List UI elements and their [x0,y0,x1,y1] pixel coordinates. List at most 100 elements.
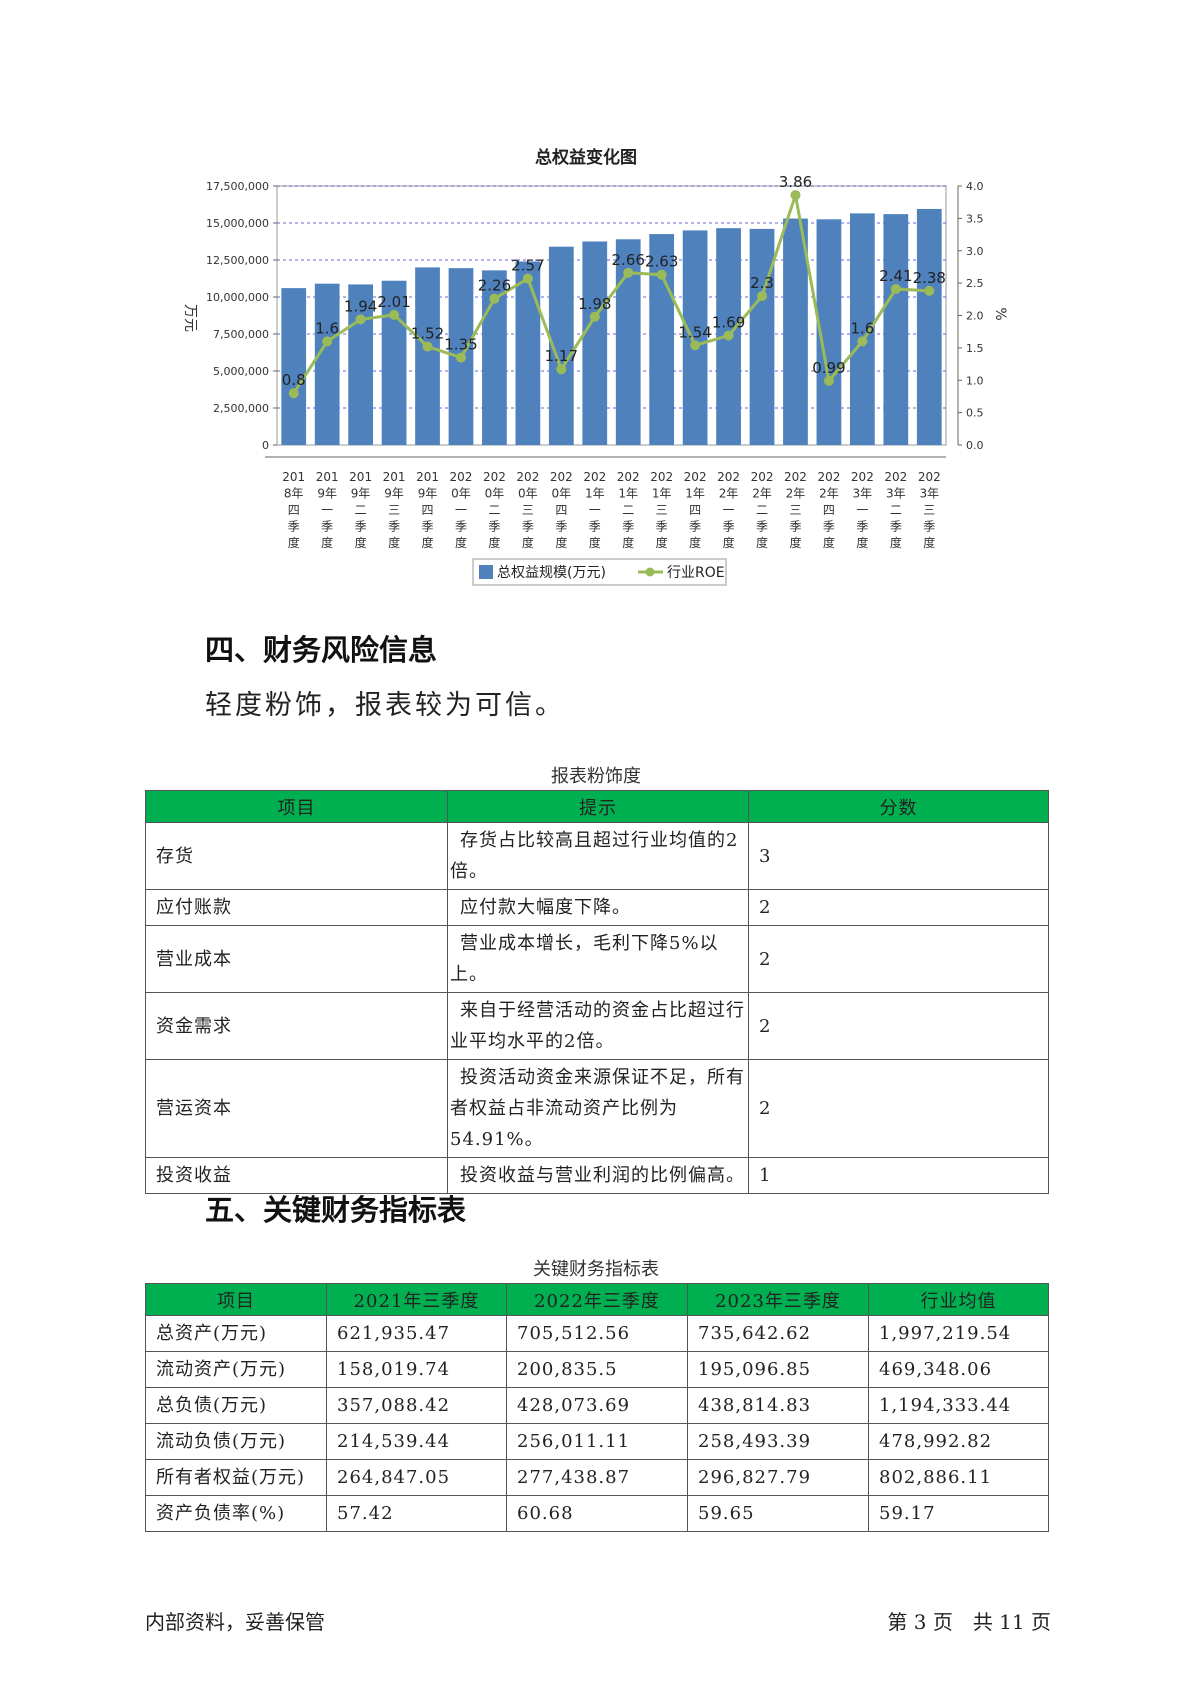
equity-bar [649,234,675,445]
equity-bar [749,228,775,445]
risk-hint: 应付款大幅度下降。 [447,889,749,926]
equity-bar [582,241,608,445]
roe-point [690,340,701,351]
x-tick-label: 202 2年三季度 [784,470,807,550]
equity-bar [883,214,909,445]
risk-hint: 存货占比较高且超过行业均值的2倍。 [447,822,749,890]
x-tick-label: 202 3年一季度 [851,470,874,550]
roe-point [589,311,600,322]
risk-score: 2 [748,1059,1049,1158]
key-indicators-header: 项目 2021年三季度 2022年三季度 2023年三季度 行业均值 [145,1283,1049,1316]
table-cell: 256,011.11 [506,1423,688,1460]
x-tick-label: 202 0年四季度 [550,470,573,550]
roe-point [656,269,667,280]
footer-confidential: 内部资料，妥善保管 [145,1610,325,1634]
x-tick-label: 201 9年四季度 [416,470,439,550]
risk-item: 投资收益 [145,1157,448,1194]
table-row: 总负债(万元) 357,088.42 428,073.69 438,814.83… [145,1387,1049,1424]
footer-page-number: 第 3 页 共 11 页 [887,1610,1051,1634]
table-cell: 59.17 [868,1495,1049,1532]
table-row: 存货 存货占比较高且超过行业均值的2倍。 3 [145,822,1049,890]
roe-data-label: 1.98 [578,295,611,313]
plot-frame [276,185,947,446]
section4-heading: 四、财务风险信息 [205,633,438,667]
x-tick-label: 202 2年二季度 [751,470,774,550]
y-tick-label: 10,000,000 [206,291,269,304]
y-tick-label: 17,500,000 [206,180,269,193]
roe-data-label: 1.35 [444,336,477,354]
y2-tick-label: 3.5 [966,212,984,225]
column-header: 项目 [145,790,448,823]
legend-marker-roe [645,567,655,577]
table-cell: 158,019.74 [326,1351,507,1388]
table-cell: 735,642.62 [687,1315,869,1352]
risk-item: 营业成本 [145,925,448,993]
y2-tick-label: 2.0 [966,310,984,323]
roe-point [623,267,634,278]
section5-heading: 五、关键财务指标表 [205,1193,467,1227]
roe-point [489,293,500,304]
x-tick-label: 202 2年一季度 [717,470,740,550]
equity-chart-svg: 总权益变化图 万元 % 0.81.61.94 2.011.521.352.262.… [182,147,1008,586]
table-cell: 214,539.44 [326,1423,507,1460]
table-cell: 296,827.79 [687,1459,869,1496]
chart-roe-line: 0.8 1.6 1.94 2.011.521.35 2.262.57 1.17 1.98 2.… [282,173,946,399]
roe-data-label: 2.63 [645,253,678,271]
roe-point [556,364,567,375]
table-row: 流动资产(万元) 158,019.74 200,835.5 195,096.85… [145,1351,1049,1388]
equity-bar [916,208,942,445]
indicator-name: 资产负债率(%) [145,1495,327,1532]
roe-data-label: 0.99 [812,359,845,377]
roe-point [857,336,868,347]
table-row: 营运资本 投资活动资金来源保证不足，所有者权益占非流动资产比例为54.91%。 … [145,1059,1049,1158]
indicator-name: 所有者权益(万元) [145,1459,327,1496]
x-tick-label: 202 2年四季度 [817,470,840,550]
roe-data-label: 1.54 [678,323,711,341]
roe-point [823,375,834,386]
x-tick-label: 202 1年二季度 [617,470,640,550]
risk-hint: 来自于经营活动的资金占比超过行业平均水平的2倍。 [447,992,749,1060]
chart-y-axis-label: 万元 [182,304,198,332]
risk-item: 存货 [145,822,448,890]
table-cell: 258,493.39 [687,1423,869,1460]
y2-tick-label: 2.5 [966,277,984,290]
roe-data-label: 2.26 [478,277,511,295]
roe-data-label: 2.3 [750,274,774,292]
roe-point [389,309,400,320]
table-cell: 438,814.83 [687,1387,869,1424]
roe-point [723,330,734,341]
chart-bars [281,208,942,445]
table-cell: 264,847.05 [326,1459,507,1496]
y2-tick-label: 0.0 [966,439,984,452]
roe-point [322,336,333,347]
roe-data-label: 2.01 [377,293,410,311]
roe-point [890,283,901,294]
y-tick-label: 2,500,000 [213,402,269,415]
column-header: 行业均值 [868,1283,1049,1316]
risk-table-header: 项目 提示 分数 [145,790,1049,823]
equity-bar [314,283,340,445]
indicator-name: 总资产(万元) [145,1315,327,1352]
table-cell: 277,438.87 [506,1459,688,1496]
chart-legend: 总权益规模(万元) 行业ROE [472,558,727,586]
table-cell: 478,992.82 [868,1423,1049,1460]
equity-bar [348,284,374,445]
roe-data-label: 1.17 [545,347,578,365]
roe-data-label: 1.69 [712,314,745,332]
indicator-name: 流动负债(万元) [145,1423,327,1460]
column-header: 提示 [447,790,749,823]
chart-axes: 0 2,500,000 5,000,000 7,500,000 10,000,000 12… [206,180,983,550]
risk-item: 营运资本 [145,1059,448,1158]
risk-score: 2 [748,889,1049,926]
y-tick-label: 0 [262,439,269,452]
table-cell: 59.65 [687,1495,869,1532]
y2-tick-label: 3.0 [966,245,984,258]
table-row: 资产负债率(%) 57.42 60.68 59.65 59.17 [145,1495,1049,1532]
table-row: 流动负债(万元) 214,539.44 256,011.11 258,493.3… [145,1423,1049,1460]
x-tick-label: 202 3年三季度 [918,470,941,550]
legend-label-equity: 总权益规模(万元) [497,565,606,581]
column-header: 2022年三季度 [506,1283,688,1316]
table-cell: 705,512.56 [506,1315,688,1352]
x-tick-label: 202 3年二季度 [884,470,907,550]
y2-tick-label: 1.5 [966,342,984,355]
